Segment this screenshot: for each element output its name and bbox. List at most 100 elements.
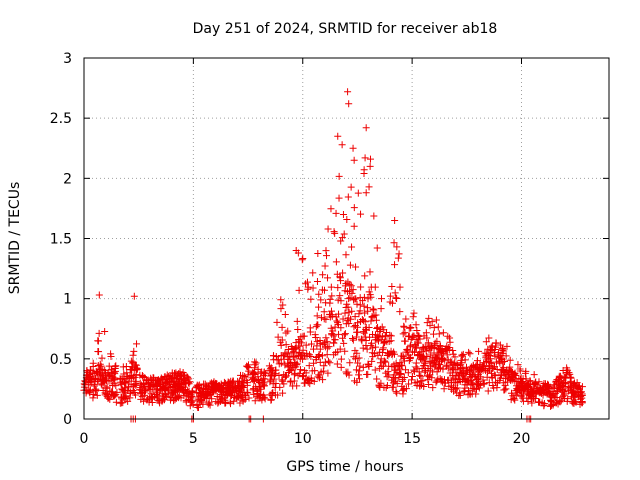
data-point bbox=[348, 334, 356, 342]
data-point bbox=[132, 377, 140, 385]
data-point bbox=[90, 382, 98, 390]
data-point bbox=[314, 250, 322, 258]
data-point bbox=[186, 402, 194, 410]
data-point bbox=[557, 396, 565, 404]
data-point bbox=[294, 325, 302, 333]
data-point bbox=[339, 269, 347, 277]
data-point bbox=[299, 346, 307, 354]
data-point bbox=[273, 318, 281, 326]
data-point bbox=[408, 372, 416, 380]
data-point bbox=[387, 332, 395, 340]
data-point bbox=[131, 391, 139, 399]
data-point bbox=[95, 291, 103, 299]
data-point bbox=[393, 380, 401, 388]
data-point bbox=[122, 379, 130, 387]
data-point bbox=[407, 341, 415, 349]
data-point bbox=[384, 368, 392, 376]
data-point bbox=[317, 296, 325, 304]
data-point bbox=[562, 380, 570, 388]
data-point bbox=[402, 315, 410, 323]
data-point bbox=[328, 292, 336, 300]
data-point bbox=[319, 271, 327, 279]
data-point bbox=[343, 216, 351, 224]
data-point bbox=[566, 370, 574, 378]
data-point bbox=[512, 372, 520, 380]
data-point bbox=[261, 395, 269, 403]
data-point bbox=[121, 378, 129, 386]
data-point bbox=[428, 374, 436, 382]
data-point bbox=[413, 378, 421, 386]
data-point bbox=[346, 280, 354, 288]
data-point bbox=[477, 381, 485, 389]
data-point bbox=[345, 319, 353, 327]
data-point bbox=[578, 383, 586, 391]
data-point bbox=[435, 330, 443, 338]
data-point bbox=[528, 399, 536, 407]
y-tick-label: 1 bbox=[63, 292, 72, 308]
data-point bbox=[300, 332, 308, 340]
data-point bbox=[567, 374, 575, 382]
data-point bbox=[304, 283, 312, 291]
data-point bbox=[321, 262, 329, 270]
data-point bbox=[393, 389, 401, 397]
data-point bbox=[297, 366, 305, 374]
data-point bbox=[359, 317, 367, 325]
data-point bbox=[532, 390, 540, 398]
data-point bbox=[397, 370, 405, 378]
data-point bbox=[293, 361, 301, 369]
data-point bbox=[522, 375, 530, 383]
data-point bbox=[423, 334, 431, 342]
data-point bbox=[141, 388, 149, 396]
data-point bbox=[277, 305, 285, 313]
data-point bbox=[105, 362, 113, 370]
data-point bbox=[321, 358, 329, 366]
data-point bbox=[334, 132, 342, 140]
data-point bbox=[354, 189, 362, 197]
data-point bbox=[130, 292, 138, 300]
data-point bbox=[510, 395, 518, 403]
data-point bbox=[393, 295, 401, 303]
data-point bbox=[514, 361, 522, 369]
data-point bbox=[324, 369, 332, 377]
data-point bbox=[430, 324, 438, 332]
data-point bbox=[327, 307, 335, 315]
data-point bbox=[281, 311, 289, 319]
data-point bbox=[415, 371, 423, 379]
data-point bbox=[388, 282, 396, 290]
data-point bbox=[320, 286, 328, 294]
data-point bbox=[371, 283, 379, 291]
data-point bbox=[468, 379, 476, 387]
data-point bbox=[366, 155, 374, 163]
data-point bbox=[439, 355, 447, 363]
data-point bbox=[250, 369, 258, 377]
data-point bbox=[398, 362, 406, 370]
data-point bbox=[564, 395, 572, 403]
data-point bbox=[408, 376, 416, 384]
data-point bbox=[353, 300, 361, 308]
data-point bbox=[414, 339, 422, 347]
data-point bbox=[290, 371, 298, 379]
data-point bbox=[251, 361, 259, 369]
data-point bbox=[132, 361, 140, 369]
data-point bbox=[548, 400, 556, 408]
data-point bbox=[445, 346, 453, 354]
data-point bbox=[501, 375, 509, 383]
data-point bbox=[106, 395, 114, 403]
data-point bbox=[260, 368, 268, 376]
data-point bbox=[243, 379, 251, 387]
y-tick-label: 0.5 bbox=[50, 352, 72, 368]
data-point bbox=[272, 366, 280, 374]
data-point bbox=[336, 292, 344, 300]
plot-frame bbox=[83, 57, 610, 420]
data-point bbox=[396, 308, 404, 316]
data-point bbox=[94, 337, 102, 345]
data-point bbox=[366, 268, 374, 276]
data-point bbox=[195, 404, 203, 412]
data-point bbox=[303, 278, 311, 286]
data-point bbox=[97, 362, 105, 370]
data-point bbox=[356, 301, 364, 309]
data-point bbox=[540, 399, 548, 407]
data-point bbox=[323, 252, 331, 260]
data-point bbox=[206, 401, 214, 409]
data-point bbox=[352, 263, 360, 271]
